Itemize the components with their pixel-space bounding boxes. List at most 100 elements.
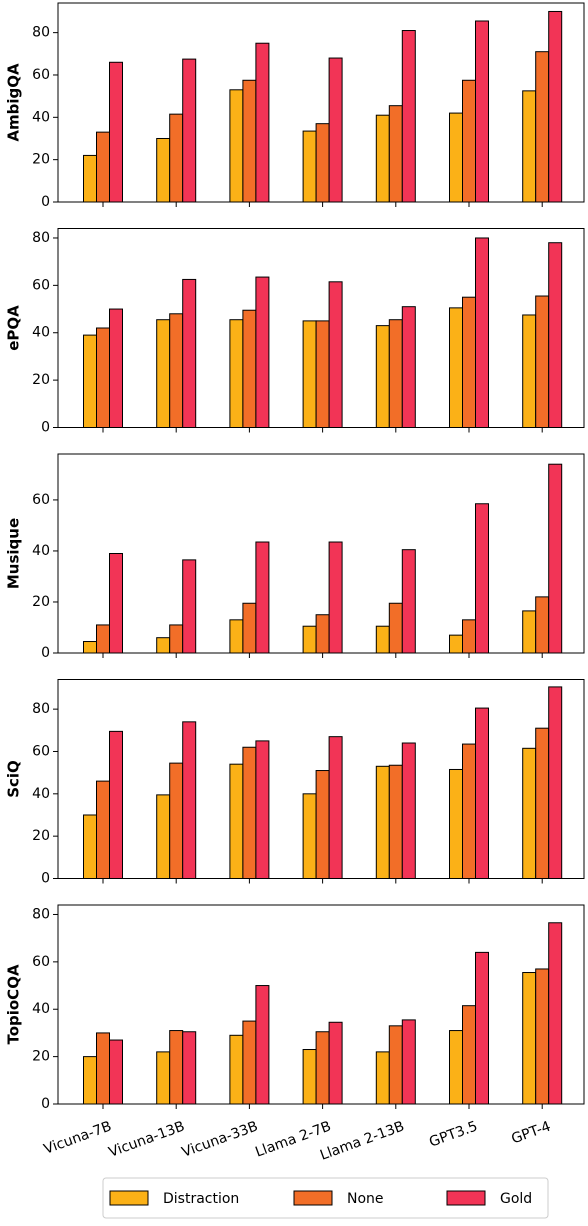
bar: [462, 79, 476, 203]
bar: [475, 20, 489, 203]
legend-label: Gold: [500, 1191, 532, 1207]
bar: [302, 130, 317, 203]
bar: [475, 951, 489, 1105]
y-tick-label: 80: [32, 701, 50, 717]
y-tick-label: 40: [32, 786, 50, 802]
bar: [169, 113, 184, 203]
bar: [328, 281, 343, 428]
bar: [83, 1056, 97, 1105]
bar: [302, 625, 317, 654]
bar: [182, 1031, 197, 1105]
bar: [255, 276, 270, 429]
bar: [388, 1025, 403, 1105]
bar: [182, 58, 197, 203]
bar: [548, 686, 563, 879]
bar: [375, 625, 390, 654]
bar: [109, 1039, 123, 1105]
bar: [315, 770, 330, 880]
bar: [96, 780, 110, 879]
x-tick-label: Vicuna-7B: [42, 1118, 114, 1157]
bar: [109, 730, 123, 879]
bar: [449, 634, 463, 654]
bar: [156, 1051, 171, 1105]
y-tick-label: 20: [32, 372, 50, 388]
bar: [302, 320, 317, 428]
bar: [535, 968, 550, 1105]
bar: [302, 1049, 317, 1105]
x-tick-label: Vicuna-13B: [107, 1118, 187, 1160]
y-tick-label: 0: [41, 645, 50, 661]
bar: [156, 794, 171, 880]
bar: [449, 112, 463, 203]
y-axis-label: SciQ: [5, 760, 23, 798]
y-tick-label: 0: [41, 420, 50, 436]
bar: [548, 242, 563, 428]
bar: [109, 553, 123, 654]
bar: [169, 624, 184, 654]
bar: [328, 541, 343, 654]
bar: [375, 325, 390, 428]
bar: [401, 1019, 416, 1105]
bar: [475, 503, 489, 654]
y-tick-label: 60: [32, 743, 50, 759]
bar: [475, 237, 489, 428]
x-tick-label: Vicuna-33B: [180, 1118, 260, 1160]
bar: [169, 762, 184, 879]
legend-swatch: [293, 1190, 333, 1206]
bar: [182, 278, 197, 428]
bar: [315, 1031, 330, 1105]
y-tick-label: 0: [41, 1096, 50, 1112]
bar: [315, 320, 330, 428]
bar: [182, 721, 197, 880]
bar: [548, 10, 563, 203]
bar: [522, 747, 537, 879]
y-tick-label: 60: [32, 492, 50, 508]
plot-frame: [57, 2, 585, 203]
bar: [449, 307, 463, 428]
bar: [449, 768, 463, 879]
legend-label: None: [347, 1191, 384, 1207]
y-tick-label: 40: [32, 109, 50, 125]
bar: [462, 1005, 476, 1105]
y-tick-label: 20: [32, 828, 50, 844]
bar: [535, 727, 550, 879]
bar: [83, 814, 97, 880]
bar: [388, 602, 403, 654]
y-tick-label: 40: [32, 1001, 50, 1017]
bar: [535, 51, 550, 203]
y-axis-label: AmbigQA: [5, 63, 23, 142]
bar: [156, 637, 171, 654]
y-tick-label: 40: [32, 543, 50, 559]
bar: [375, 765, 390, 879]
bar: [229, 1034, 244, 1105]
plot-frame: [57, 904, 585, 1105]
bar: [388, 319, 403, 429]
y-tick-label: 0: [41, 194, 50, 210]
bar: [462, 743, 476, 879]
x-tick-label: GPT-4: [509, 1118, 553, 1147]
bar: [242, 746, 257, 880]
bar: [535, 596, 550, 654]
bar: [96, 1032, 110, 1105]
bar: [169, 1030, 184, 1105]
y-axis-label: TopioCQA: [5, 964, 23, 1044]
bar: [255, 42, 270, 203]
legend-label: Distraction: [163, 1191, 239, 1207]
bar: [522, 90, 537, 203]
plot-frame: [57, 228, 585, 428]
bar: [255, 985, 270, 1105]
bar: [315, 614, 330, 654]
y-tick-label: 20: [32, 594, 50, 610]
bar: [522, 314, 537, 429]
bar: [462, 296, 476, 429]
bar: [109, 61, 123, 203]
bar: [449, 1030, 463, 1105]
legend-swatch: [109, 1190, 149, 1206]
bar: [156, 137, 171, 203]
bar: [462, 619, 476, 654]
y-tick-label: 80: [32, 230, 50, 246]
legend-swatch: [446, 1190, 486, 1206]
bar: [182, 559, 197, 654]
bar: [522, 610, 537, 654]
bar: [375, 114, 390, 203]
